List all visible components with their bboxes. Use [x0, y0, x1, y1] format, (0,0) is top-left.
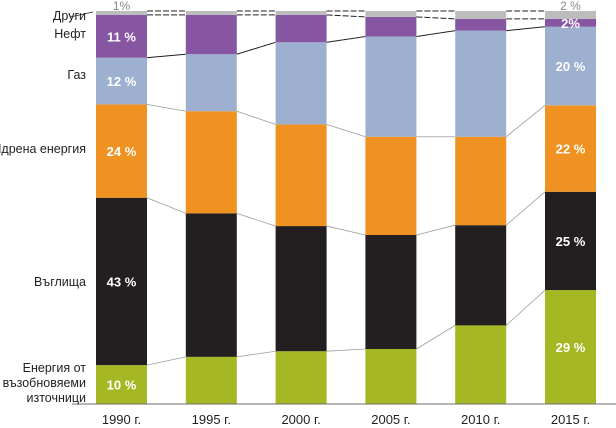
bar-segment-енергия-2: [275, 351, 327, 404]
value-labels: 10 % 29 % 43 % 25 % 24 % 22 % 12 % 20 % 11 % 2% 1%…: [107, 0, 586, 393]
x-tick-label: 1990 г.: [102, 412, 141, 427]
bar-segment-енергия-4: [455, 325, 507, 404]
connector-line: [505, 191, 546, 226]
connector-line: [506, 26, 546, 32]
value-label: 10 %: [107, 378, 137, 393]
bar-segment-газ-2: [275, 42, 327, 125]
connector-line: [505, 105, 546, 138]
bar-segment-нефт-2: [275, 14, 327, 43]
bar-segment-нефт-4: [455, 18, 507, 31]
connector-line: [326, 36, 366, 43]
connector-lines: [146, 10, 546, 366]
bar-segment-енергия-0: [96, 365, 147, 404]
x-tick-label: 2000 г.: [281, 412, 320, 427]
bar-segment-ядрена-2: [275, 124, 327, 227]
connector-line: [505, 289, 546, 326]
bar-segment-въглища-2: [275, 226, 327, 352]
bar-segment-нефт-3: [365, 16, 417, 37]
x-tick-label: 2010 г.: [461, 412, 500, 427]
bar-segment-газ-1: [185, 54, 237, 112]
connector-line: [146, 103, 186, 112]
bar-segment-въглища-0: [96, 197, 147, 366]
x-tick-label: 2005 г.: [371, 412, 410, 427]
bar-segment-газ-4: [455, 30, 507, 137]
connector-line: [326, 124, 366, 138]
x-tick-label: 2015 г.: [551, 412, 590, 427]
bar-segment-енергия-5: [545, 290, 596, 404]
series-label: източници: [26, 391, 86, 405]
series-label: Ядрена енергия: [0, 142, 86, 156]
value-label: 2%: [561, 16, 580, 31]
bar-segment-ядрена-3: [365, 136, 417, 236]
connector-line: [326, 348, 366, 352]
value-label: 22 %: [556, 142, 586, 157]
bar-segment-въглища-4: [455, 225, 507, 326]
x-tick-labels: 1990 г. 1995 г. 2000 г. 2005 г. 2010 г. 2015 …: [102, 412, 590, 427]
connector-line: [326, 225, 366, 236]
connector-line: [146, 197, 186, 214]
bar-segment-ядрена-4: [455, 136, 507, 226]
bar-segment-други-3: [365, 11, 417, 17]
value-label: 20 %: [556, 59, 586, 74]
connector-line: [416, 224, 456, 236]
value-label: 11 %: [107, 29, 136, 44]
connector-line: [326, 14, 366, 18]
connector-line: [236, 41, 276, 55]
bar-segment-ядрена-1: [185, 111, 237, 214]
connector-line: [236, 350, 276, 358]
connector-line: [416, 30, 456, 38]
bar-segment-нефт-1: [185, 14, 237, 55]
bar-segment-други-0: [96, 11, 147, 15]
connector-line: [416, 325, 456, 350]
bar-segment-газ-0: [96, 57, 147, 105]
value-label: 25 %: [556, 234, 586, 249]
value-label: 2 %: [560, 0, 581, 13]
bar-segment-други-4: [455, 11, 507, 19]
bar-segment-въглища-1: [185, 213, 237, 357]
series-label: възобновяеми: [3, 376, 86, 390]
connector-line: [416, 16, 456, 20]
bar-segment-газ-3: [365, 36, 417, 137]
series-label: Газ: [67, 68, 86, 82]
bar-segment-въглища-3: [365, 235, 417, 349]
bar-segment-други-5: [545, 11, 596, 19]
bar-segment-нефт-5: [545, 18, 596, 27]
bar-segment-ядрена-0: [96, 104, 147, 198]
leader-line: [69, 11, 94, 18]
series-label: Въглища: [34, 275, 86, 289]
bar-segment-енергия-1: [185, 356, 237, 404]
value-label: 29 %: [556, 340, 586, 355]
connector-line: [236, 213, 276, 227]
bars: [96, 11, 596, 404]
bar-segment-газ-5: [545, 26, 596, 106]
bar-segment-нефт-0: [96, 14, 147, 58]
bar-segment-въглища-5: [545, 191, 596, 291]
bar-segment-ядрена-5: [545, 105, 596, 192]
value-label: 1%: [113, 0, 131, 13]
connector-line: [146, 53, 186, 59]
series-label: Енергия от: [23, 361, 87, 375]
value-label: 12 %: [107, 74, 137, 89]
bar-segment-други-2: [275, 11, 327, 15]
value-label: 43 %: [107, 274, 137, 289]
connector-line: [146, 356, 186, 366]
value-label: 24 %: [107, 144, 137, 159]
series-label: Други: [53, 9, 86, 23]
bar-segment-енергия-3: [365, 348, 417, 404]
bar-segment-други-1: [185, 11, 237, 15]
series-label: Нефт: [54, 27, 86, 41]
connector-line: [236, 110, 276, 125]
x-tick-label: 1995 г.: [192, 412, 231, 427]
